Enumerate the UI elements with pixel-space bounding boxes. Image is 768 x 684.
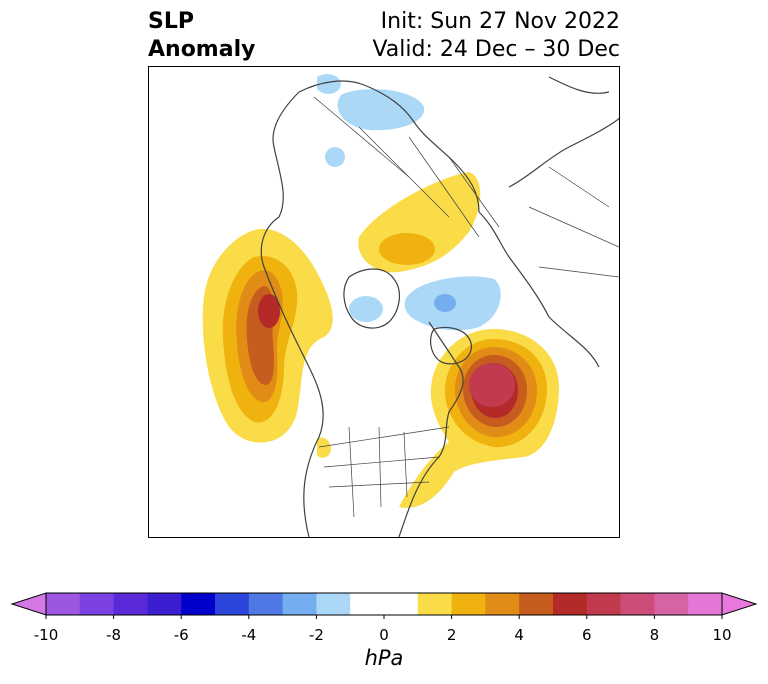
colorbar-bin [248, 593, 284, 615]
us-positive-patch [317, 437, 331, 458]
colorbar-bin [46, 593, 81, 615]
colorbar-bin [350, 593, 419, 615]
borders [313, 96, 619, 518]
colorbar-bin [586, 593, 622, 615]
colorbar-tick-label: -2 [308, 626, 324, 644]
colorbar-bin [620, 593, 655, 615]
colorbar-extend-high [721, 592, 758, 616]
map-canvas [202, 74, 619, 537]
colorbar-tick-label: -4 [241, 626, 257, 644]
north-pacific-high [202, 228, 333, 443]
north-atlantic-high [399, 329, 559, 508]
barents-kara-high [358, 172, 481, 273]
colorbar-tick-label: 8 [649, 626, 660, 644]
colorbar [10, 592, 758, 619]
colorbar-bin [282, 593, 317, 615]
colorbar-tick-label: 4 [514, 626, 524, 644]
colorbar-tick-label: 2 [446, 626, 457, 644]
title-anomaly: Anomaly [148, 37, 256, 62]
colorbar-bin [147, 593, 182, 615]
colorbar-tick-label: 0 [379, 626, 389, 644]
colorbar-tick-label: -6 [173, 626, 189, 644]
title-variable: SLP [148, 9, 194, 34]
colorbar-bin [215, 593, 250, 615]
colorbar-bin [417, 593, 453, 615]
beaufort-low [349, 296, 383, 322]
colorbar-units: hPa [364, 646, 404, 670]
colorbar-bin [113, 593, 148, 615]
colorbar-bin [519, 593, 554, 615]
coastlines [260, 76, 619, 537]
colorbar-bin [485, 593, 520, 615]
colorbar-bin [553, 593, 588, 615]
colorbar-extend-low [10, 592, 47, 616]
colorbar-bin [181, 593, 216, 615]
forecast-dates: Init: Sun 27 Nov 2022 Valid: 24 Dec – 30… [372, 8, 620, 64]
colorbar-bin [688, 593, 723, 615]
colorbar-tick-label: -8 [106, 626, 122, 644]
colorbar-tick-label: -10 [33, 626, 59, 644]
siberian-low [404, 276, 501, 331]
east-asia-low [317, 74, 425, 167]
map-title: SLP Anomaly [148, 8, 255, 64]
colorbar-tick-label: 6 [582, 626, 592, 644]
colorbar-bin [79, 593, 115, 615]
colorbar-bin [451, 593, 486, 615]
colorbar-bin [654, 593, 689, 615]
valid-dates: Valid: 24 Dec – 30 Dec [372, 37, 620, 62]
colorbar-bin [316, 593, 351, 615]
init-date: Init: Sun 27 Nov 2022 [380, 9, 620, 34]
slp-anomaly-map [148, 66, 620, 538]
colorbar-tick-label: 10 [712, 626, 732, 644]
